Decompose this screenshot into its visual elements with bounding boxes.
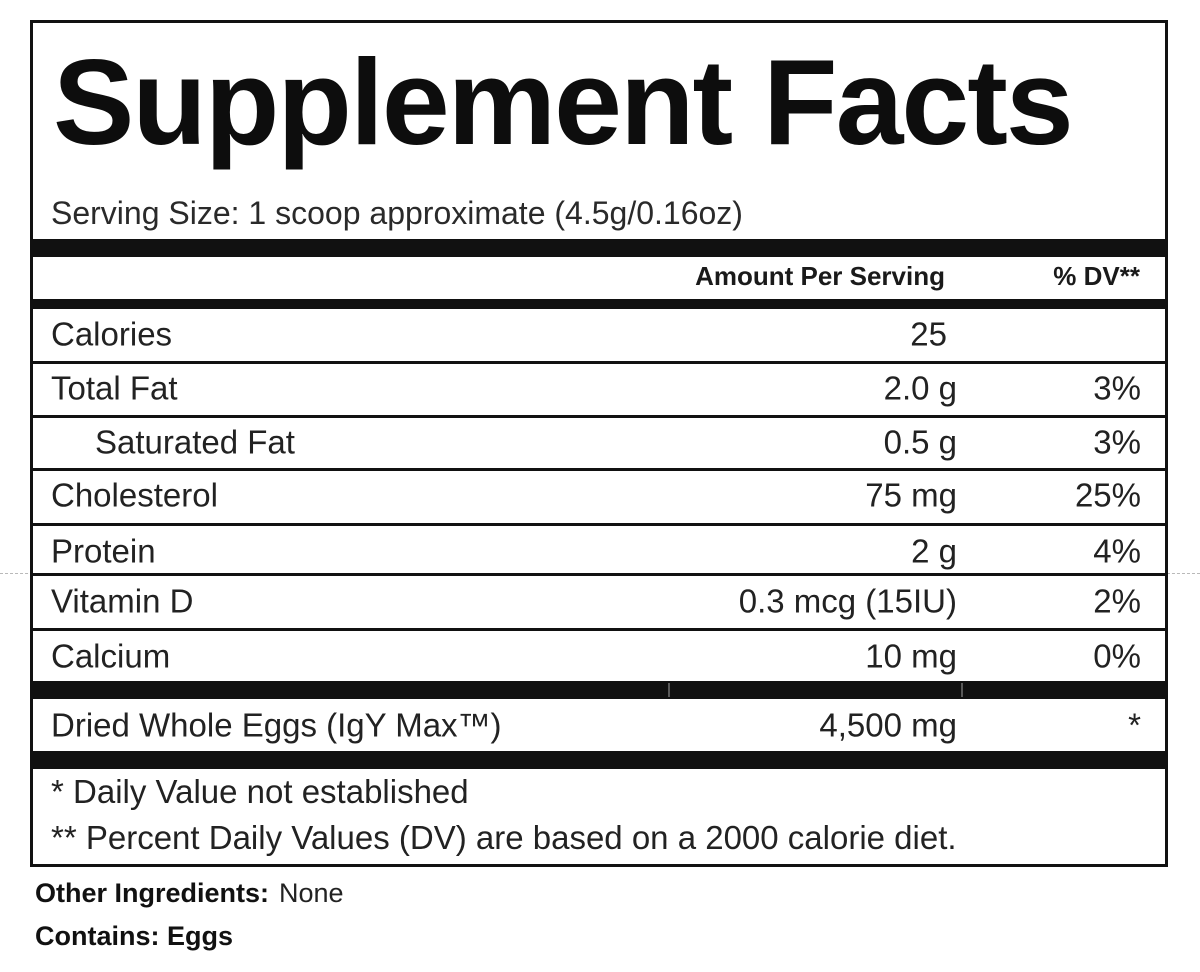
table-row-blend: Dried Whole Eggs (IgY Max™) 4,500 mg *: [33, 701, 1165, 749]
nutrient-name: Protein: [51, 532, 156, 570]
dv-header: % DV**: [1053, 261, 1140, 291]
nutrient-amount: 0.5 g: [883, 423, 957, 461]
nutrient-dv: 25%: [1074, 476, 1141, 514]
header-divider: [33, 299, 1165, 309]
nutrient-amount: 75 mg: [865, 476, 957, 514]
thick-divider: [33, 681, 1165, 699]
panel-title: Supplement Facts: [53, 34, 1074, 170]
nutrient-dv: 2%: [1093, 582, 1141, 620]
row-divider: [33, 468, 1165, 471]
nutrient-dv: 0%: [1093, 637, 1141, 675]
contains-allergen: Contains: Eggs: [35, 923, 233, 950]
footnote-percent-dv: ** Percent Daily Values (DV) are based o…: [51, 819, 957, 856]
table-row-saturated-fat: Saturated Fat 0.5 g 3%: [33, 417, 1165, 467]
row-divider: [33, 415, 1165, 418]
nutrient-amount: 4,500 mg: [819, 706, 957, 744]
table-row-vitamin-d: Vitamin D 0.3 mcg (15IU) 2%: [33, 576, 1165, 626]
nutrient-name: Cholesterol: [51, 476, 218, 514]
footnote-daily-value: * Daily Value not established: [51, 773, 469, 810]
other-ingredients-label: Other Ingredients:: [35, 878, 270, 908]
thick-divider: [33, 239, 1165, 257]
amount-per-serving-header: Amount Per Serving: [695, 261, 945, 291]
nutrient-name: Dried Whole Eggs (IgY Max™): [51, 706, 502, 744]
row-divider: [33, 573, 1165, 576]
row-divider: [33, 628, 1165, 631]
nutrient-amount: 0.3 mcg (15IU): [738, 582, 957, 620]
other-ingredients: Other Ingredients: None: [35, 880, 344, 907]
table-row-calories: Calories 25: [33, 309, 1165, 359]
serving-size: Serving Size: 1 scoop approximate (4.5g/…: [51, 195, 743, 231]
nutrient-dv: 4%: [1093, 532, 1141, 570]
contains-label: Contains: Eggs: [35, 921, 234, 951]
table-row-cholesterol: Cholesterol 75 mg 25%: [33, 470, 1165, 520]
nutrient-name: Vitamin D: [51, 582, 194, 620]
thick-divider: [33, 751, 1165, 769]
row-divider: [33, 361, 1165, 364]
supplement-facts-panel: Supplement Facts Serving Size: 1 scoop a…: [30, 20, 1168, 867]
nutrient-amount: 10 mg: [865, 637, 957, 675]
row-divider: [33, 523, 1165, 526]
table-row-calcium: Calcium 10 mg 0%: [33, 631, 1165, 681]
table-row-total-fat: Total Fat 2.0 g 3%: [33, 363, 1165, 413]
column-gap-mark: [668, 683, 670, 697]
nutrient-name: Calcium: [51, 637, 171, 675]
nutrient-amount: 2.0 g: [883, 369, 957, 407]
nutrient-dv: 3%: [1093, 369, 1141, 407]
table-row-protein: Protein 2 g 4%: [33, 526, 1165, 576]
other-ingredients-value: None: [279, 878, 344, 908]
nutrient-dv: *: [1128, 706, 1141, 744]
nutrient-name: Calories: [51, 315, 173, 353]
nutrient-amount: 25: [910, 315, 947, 353]
nutrient-amount: 2 g: [911, 532, 957, 570]
nutrient-name: Total Fat: [51, 369, 178, 407]
nutrient-name: Saturated Fat: [95, 423, 295, 461]
nutrient-dv: 3%: [1093, 423, 1141, 461]
column-gap-mark: [961, 683, 963, 697]
